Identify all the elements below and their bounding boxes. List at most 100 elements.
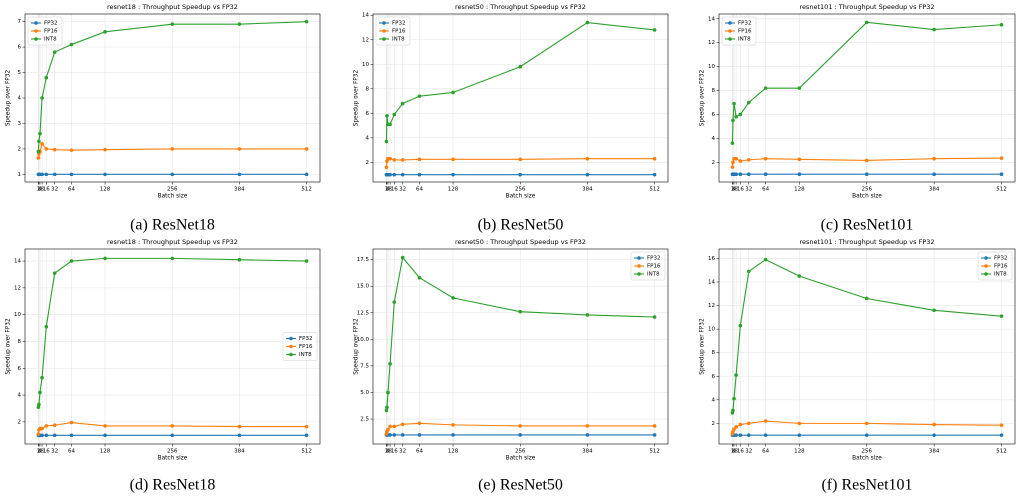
data-point	[864, 158, 869, 163]
x-tick-label: 384	[234, 449, 245, 455]
x-tick-label: 64	[762, 449, 769, 455]
y-axis-label: Speedup over FP32	[700, 318, 706, 375]
x-tick-label: 1	[37, 187, 41, 193]
data-point	[400, 255, 405, 260]
x-tick-label: 64	[68, 187, 75, 193]
legend-label: INT8	[299, 352, 312, 358]
y-tick-label: 5.0	[360, 390, 369, 396]
legend-label: FP16	[994, 264, 1008, 270]
x-tick-label: 256	[167, 449, 178, 455]
data-point	[52, 433, 57, 438]
legend: FP32 FP16 INT8	[977, 251, 1013, 281]
data-point	[237, 147, 242, 151]
data-point	[40, 426, 44, 431]
x-tick-label: 384	[929, 187, 940, 193]
data-point	[763, 257, 768, 262]
data-point	[652, 315, 657, 319]
x-tick-label: 32	[745, 449, 752, 455]
data-point	[734, 373, 738, 377]
data-point	[103, 172, 107, 177]
x-tick-label: 256	[515, 449, 526, 455]
legend-label: INT8	[392, 37, 405, 43]
x-tick-label: 64	[68, 449, 75, 455]
x-tick-label: 128	[100, 187, 111, 193]
data-point	[932, 27, 936, 32]
data-point	[37, 402, 41, 407]
x-tick-label: 256	[861, 449, 872, 455]
legend-marker	[382, 21, 386, 25]
x-tick-label: 8	[734, 187, 738, 193]
y-tick-label: 7	[18, 19, 22, 25]
y-tick-label: 2	[366, 160, 370, 166]
data-point	[69, 420, 74, 425]
data-point	[69, 433, 74, 438]
legend: FP32 FP16 INT8	[27, 16, 63, 46]
y-tick-label: 16	[708, 256, 715, 262]
data-point	[417, 433, 422, 437]
data-point	[763, 433, 768, 437]
x-tick-label: 16	[737, 449, 744, 455]
x-tick-label: 4	[732, 187, 736, 193]
data-point	[738, 422, 743, 427]
legend-marker	[637, 256, 641, 260]
x-tick-label: 512	[996, 187, 1007, 193]
legend-label: FP16	[738, 29, 752, 35]
data-point	[69, 148, 74, 152]
data-point	[237, 22, 242, 26]
data-point	[746, 269, 751, 274]
plot-frame	[24, 248, 321, 445]
data-point	[388, 433, 392, 437]
chart-title: resnet101 : Throughput Speedup vs FP32	[799, 238, 934, 246]
x-axis-label: Batch size	[158, 456, 188, 462]
x-tick-label: 64	[416, 187, 423, 193]
data-point	[999, 423, 1004, 427]
data-point	[451, 157, 455, 162]
legend-label: INT8	[647, 272, 660, 278]
y-tick-label: 10.0	[357, 337, 370, 343]
data-point	[400, 172, 405, 177]
x-tick-label: 2	[731, 449, 735, 455]
legend: FP32 FP16 INT8	[375, 16, 411, 46]
data-point	[385, 405, 389, 410]
data-point	[652, 424, 657, 428]
data-point	[451, 423, 455, 427]
data-point	[746, 421, 751, 426]
data-point	[864, 172, 869, 177]
data-point	[797, 86, 802, 90]
x-tick-label: 8	[388, 187, 392, 193]
y-tick-label: 6	[18, 366, 22, 372]
x-tick-label: 1	[385, 449, 389, 455]
x-tick-label: 128	[794, 187, 805, 193]
legend-label: FP32	[392, 21, 405, 27]
data-point	[36, 405, 41, 409]
x-tick-label: 512	[301, 449, 312, 455]
x-axis-label: Batch size	[506, 456, 536, 462]
data-point	[518, 172, 523, 177]
legend-marker	[289, 344, 293, 349]
data-point	[763, 156, 768, 161]
data-point	[388, 122, 392, 127]
x-tick-label: 128	[448, 449, 459, 455]
data-point	[392, 433, 397, 437]
y-axis-label: Speedup over FP32	[354, 318, 360, 375]
data-point	[44, 424, 49, 428]
data-point	[518, 309, 523, 314]
data-point	[103, 30, 107, 34]
data-point	[932, 433, 936, 437]
x-tick-label: 8	[40, 187, 44, 193]
data-point	[170, 22, 175, 26]
chart-title: resnet50 : Throughput Speedup vs FP32	[455, 238, 586, 246]
y-axis-label: Speedup over FP32	[354, 70, 360, 127]
data-point	[38, 131, 42, 136]
x-tick-label: 1	[385, 187, 389, 193]
data-point	[52, 423, 57, 428]
subfigure-caption: (b) ResNet50	[478, 217, 564, 234]
x-tick-label: 512	[996, 449, 1007, 455]
x-tick-label: 1	[37, 449, 41, 455]
data-point	[40, 172, 44, 177]
data-point	[386, 427, 390, 432]
data-point	[37, 139, 41, 144]
data-point	[763, 419, 768, 423]
